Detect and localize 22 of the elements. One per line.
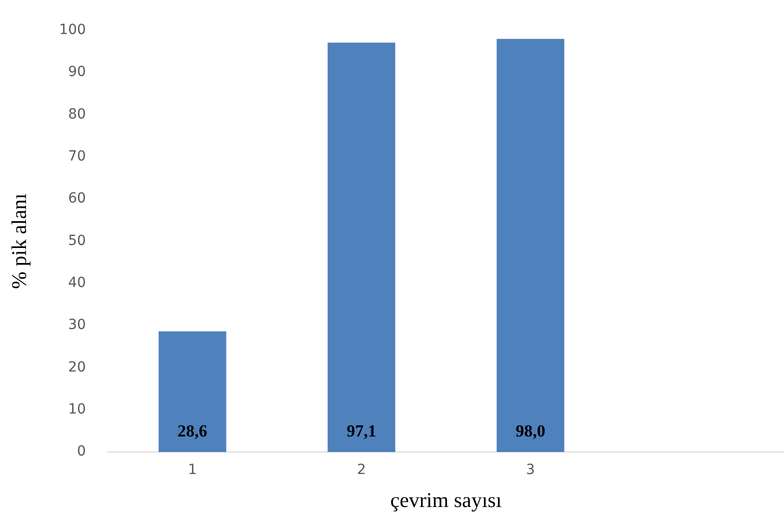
y-axis-title: % pik alanı	[7, 193, 32, 290]
x-axis-title: çevrim sayısı	[390, 488, 502, 512]
y-tick-label: 20	[68, 359, 86, 376]
y-tick-label: 30	[68, 317, 86, 334]
y-tick-label: 60	[68, 190, 86, 207]
y-tick-label: 50	[68, 232, 86, 249]
bar	[328, 42, 396, 452]
data-label: 28,6	[178, 421, 208, 440]
bar	[158, 331, 226, 452]
y-tick-label: 10	[68, 401, 86, 418]
bar	[496, 38, 564, 452]
x-tick-label: 2	[356, 462, 366, 478]
data-label: 98,0	[516, 421, 546, 440]
y-tick-label: 80	[68, 106, 86, 122]
y-tick-label: 90	[68, 64, 86, 80]
y-tick-label: 40	[68, 275, 86, 291]
x-tick-label: 1	[188, 462, 197, 478]
y-tick-label: 100	[59, 22, 86, 38]
y-tick-label: 0	[77, 444, 86, 460]
x-tick-label: 3	[526, 462, 535, 478]
data-label: 97,1	[346, 421, 376, 440]
y-tick-label: 70	[68, 148, 86, 165]
